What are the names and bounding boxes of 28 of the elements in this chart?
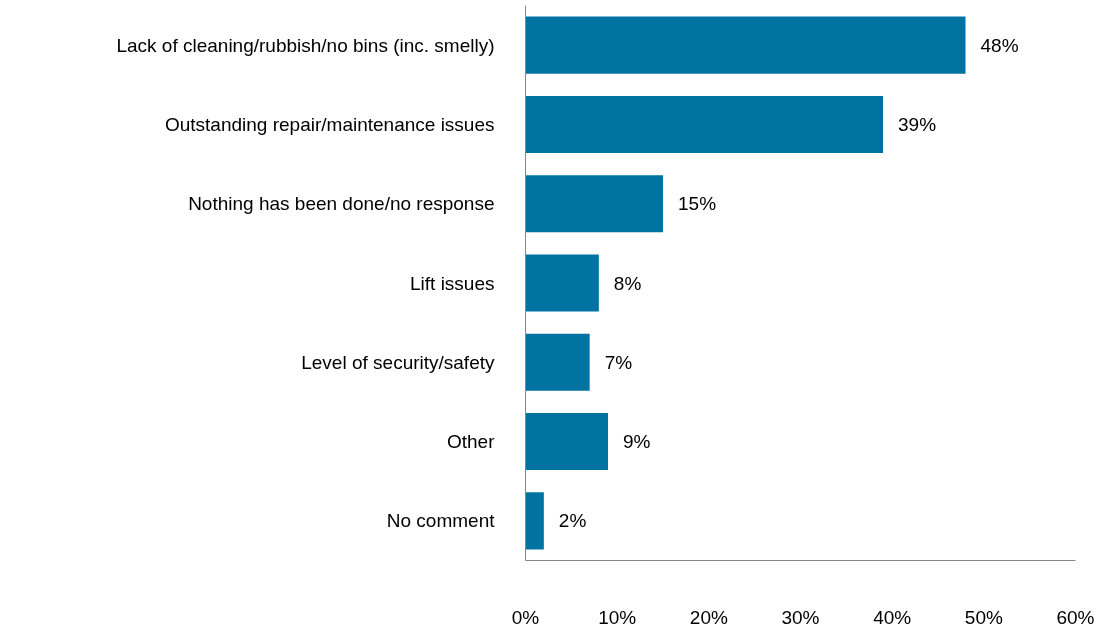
x-tick-label: 10% [598, 606, 637, 628]
y-tick-label: Level of security/safety [301, 351, 495, 373]
data-label: 9% [623, 431, 651, 453]
y-tick-label: No comment [386, 510, 496, 532]
y-tick-label: Other [446, 431, 496, 453]
bar [525, 16, 966, 74]
x-tick-label: 60% [1056, 606, 1095, 628]
x-tick-label: 30% [781, 606, 820, 628]
data-label: 39% [898, 113, 937, 135]
x-tick-label: 50% [964, 606, 1003, 628]
data-label: 7% [604, 351, 633, 373]
data-label: 48% [980, 34, 1019, 56]
x-tick-label: 20% [689, 606, 728, 628]
y-tick-label: Nothing has been done/no response [188, 193, 495, 215]
data-label: 8% [613, 272, 642, 294]
data-label: 2% [558, 510, 587, 532]
bar [525, 175, 663, 233]
x-tick-label: 0% [511, 606, 540, 628]
x-tick-label: 40% [873, 606, 912, 628]
bar [525, 254, 599, 312]
bar [525, 95, 883, 153]
bar [525, 333, 590, 391]
y-tick-label: Outstanding repair/maintenance issues [164, 113, 495, 135]
y-tick-label: Lift issues [410, 272, 495, 294]
bar [525, 413, 608, 471]
data-label: 15% [678, 193, 717, 215]
bar [525, 492, 544, 550]
y-tick-label: Lack of cleaning/rubbish/no bins (inc. smelly) [116, 34, 495, 56]
